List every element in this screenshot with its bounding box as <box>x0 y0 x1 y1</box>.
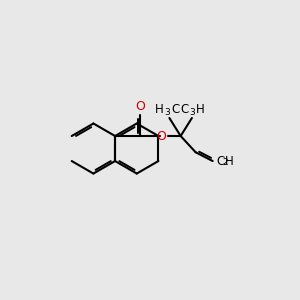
Text: C: C <box>180 103 188 116</box>
Text: 3: 3 <box>189 108 195 117</box>
Text: O: O <box>135 100 145 112</box>
Text: C: C <box>172 103 180 116</box>
Text: 3: 3 <box>164 108 170 117</box>
Text: H: H <box>155 103 164 116</box>
Text: O: O <box>156 130 166 143</box>
Text: H: H <box>196 103 205 116</box>
Text: 2: 2 <box>222 158 228 167</box>
Text: C: C <box>216 155 224 168</box>
Text: H: H <box>225 155 234 168</box>
